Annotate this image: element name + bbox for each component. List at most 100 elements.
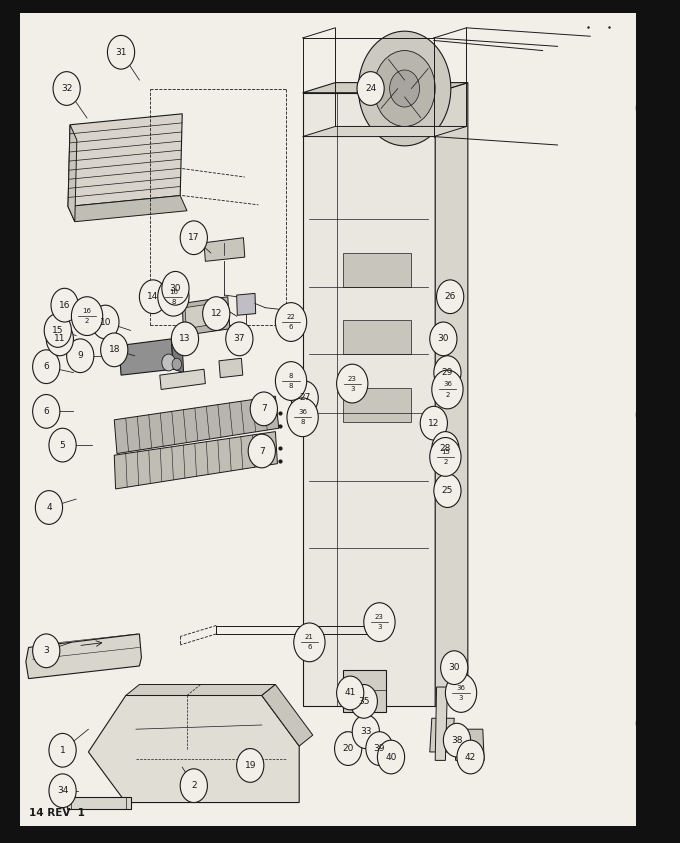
Circle shape: [374, 51, 435, 126]
Circle shape: [434, 356, 461, 389]
Polygon shape: [343, 670, 386, 712]
Text: 7: 7: [259, 447, 265, 455]
Polygon shape: [171, 339, 184, 373]
Text: 8: 8: [289, 383, 293, 389]
Bar: [303, 93, 435, 706]
Text: 24: 24: [365, 84, 376, 93]
Circle shape: [237, 749, 264, 782]
Circle shape: [337, 676, 364, 710]
Text: 29: 29: [442, 368, 453, 377]
Circle shape: [636, 396, 666, 433]
Text: 22: 22: [287, 314, 295, 320]
Text: 20: 20: [343, 744, 354, 753]
Text: 17: 17: [188, 234, 199, 242]
Text: 19: 19: [245, 761, 256, 770]
Circle shape: [67, 339, 94, 373]
Text: 30: 30: [449, 663, 460, 672]
Circle shape: [294, 623, 325, 662]
Text: 41: 41: [345, 689, 356, 697]
Polygon shape: [26, 634, 141, 679]
Text: 6: 6: [289, 324, 293, 330]
Polygon shape: [119, 339, 173, 375]
Text: 23: 23: [375, 614, 384, 620]
Circle shape: [158, 277, 189, 316]
Text: 15: 15: [441, 448, 450, 455]
Text: 26: 26: [445, 293, 456, 301]
Circle shape: [357, 72, 384, 105]
Polygon shape: [67, 797, 131, 809]
Text: 8: 8: [301, 419, 305, 426]
Text: 1: 1: [60, 746, 65, 754]
Text: 3: 3: [459, 695, 463, 701]
Circle shape: [457, 740, 484, 774]
Text: 36: 36: [443, 381, 452, 388]
Text: 28: 28: [440, 444, 451, 453]
Circle shape: [203, 297, 230, 330]
Polygon shape: [68, 114, 182, 207]
Circle shape: [35, 491, 63, 524]
Polygon shape: [219, 358, 243, 378]
Circle shape: [291, 381, 318, 415]
Circle shape: [441, 651, 468, 685]
Polygon shape: [114, 432, 277, 489]
Circle shape: [358, 31, 451, 146]
Text: 21: 21: [305, 634, 314, 641]
Text: 32: 32: [61, 84, 72, 93]
Polygon shape: [126, 685, 275, 695]
Text: 16: 16: [82, 308, 92, 314]
Text: 4: 4: [46, 503, 52, 512]
Text: 9: 9: [78, 352, 83, 360]
Text: 12: 12: [428, 419, 439, 427]
Text: 18: 18: [109, 346, 120, 354]
Circle shape: [430, 438, 461, 476]
Circle shape: [51, 288, 78, 322]
Text: 16: 16: [169, 288, 178, 295]
Circle shape: [49, 428, 76, 462]
Polygon shape: [182, 297, 230, 336]
Text: 16: 16: [59, 301, 70, 309]
Text: 33: 33: [360, 728, 371, 736]
Circle shape: [107, 35, 135, 69]
Text: 8: 8: [289, 373, 293, 379]
Text: 3: 3: [44, 647, 49, 655]
Circle shape: [92, 305, 119, 339]
Text: 37: 37: [234, 335, 245, 343]
Circle shape: [49, 733, 76, 767]
Circle shape: [53, 72, 80, 105]
Circle shape: [364, 603, 395, 642]
Polygon shape: [430, 718, 454, 752]
Polygon shape: [303, 83, 468, 93]
Text: 42: 42: [465, 753, 476, 761]
Text: 3: 3: [350, 385, 354, 392]
Circle shape: [432, 432, 459, 465]
Circle shape: [335, 732, 362, 765]
Circle shape: [49, 774, 76, 808]
Polygon shape: [435, 83, 468, 706]
Text: 30: 30: [170, 284, 181, 293]
Circle shape: [443, 723, 471, 757]
Circle shape: [171, 322, 199, 356]
Circle shape: [180, 221, 207, 255]
Text: 36: 36: [298, 409, 307, 416]
Text: 2: 2: [85, 318, 89, 325]
Circle shape: [430, 322, 457, 356]
Text: 2: 2: [191, 781, 197, 790]
Circle shape: [275, 303, 307, 341]
Circle shape: [366, 732, 393, 765]
Circle shape: [337, 364, 368, 403]
Text: 36: 36: [456, 685, 466, 691]
Text: 6: 6: [307, 644, 311, 651]
Circle shape: [434, 474, 461, 507]
Polygon shape: [68, 125, 77, 222]
Circle shape: [46, 322, 73, 356]
Circle shape: [180, 769, 207, 803]
Circle shape: [71, 297, 103, 336]
Polygon shape: [68, 196, 187, 222]
Text: 2: 2: [443, 459, 447, 465]
Text: 27: 27: [299, 394, 310, 402]
Text: 12: 12: [211, 309, 222, 318]
Text: 38: 38: [452, 736, 462, 744]
Text: 5: 5: [60, 441, 65, 449]
Circle shape: [248, 434, 275, 468]
Polygon shape: [204, 238, 245, 261]
